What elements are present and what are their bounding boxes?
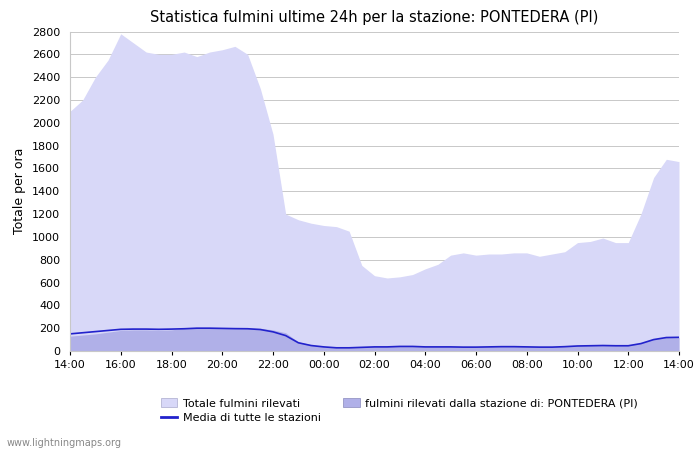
- Text: www.lightningmaps.org: www.lightningmaps.org: [7, 438, 122, 448]
- Title: Statistica fulmini ultime 24h per la stazione: PONTEDERA (PI): Statistica fulmini ultime 24h per la sta…: [150, 10, 598, 25]
- Legend: Totale fulmini rilevati, Media di tutte le stazioni, fulmini rilevati dalla staz: Totale fulmini rilevati, Media di tutte …: [161, 398, 638, 423]
- Y-axis label: Totale per ora: Totale per ora: [13, 148, 27, 234]
